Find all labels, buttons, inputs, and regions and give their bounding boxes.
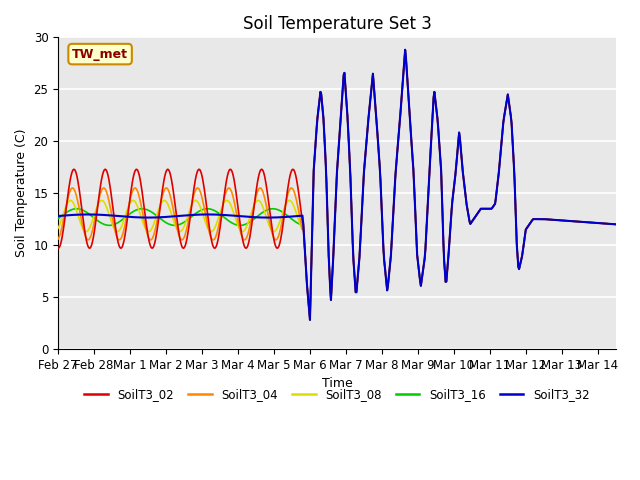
X-axis label: Time: Time [321,377,353,390]
Text: TW_met: TW_met [72,48,128,60]
Legend: SoilT3_02, SoilT3_04, SoilT3_08, SoilT3_16, SoilT3_32: SoilT3_02, SoilT3_04, SoilT3_08, SoilT3_… [80,383,594,406]
Y-axis label: Soil Temperature (C): Soil Temperature (C) [15,129,28,257]
Title: Soil Temperature Set 3: Soil Temperature Set 3 [243,15,431,33]
